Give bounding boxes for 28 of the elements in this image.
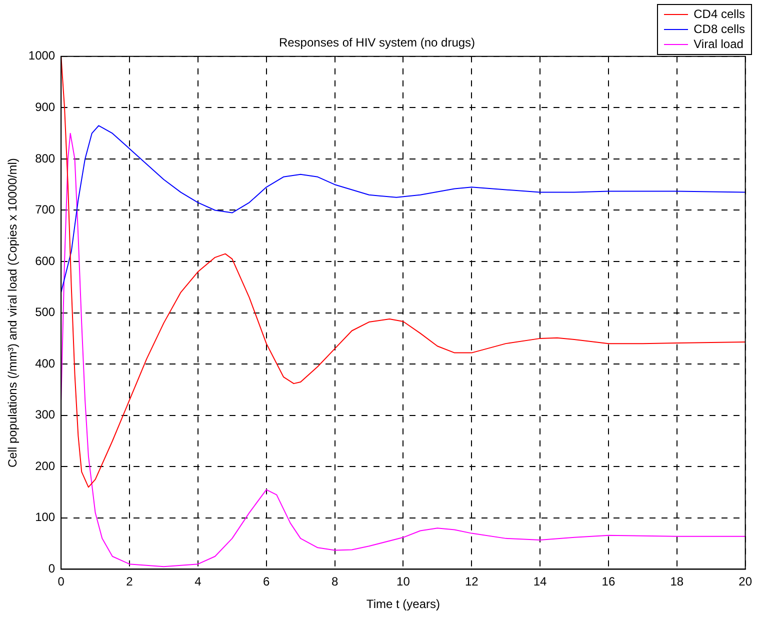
y-tick-label: 200	[35, 458, 56, 473]
y-tick-label: 300	[35, 408, 56, 422]
x-tick-label: 0	[58, 574, 65, 589]
x-tick-label: 6	[263, 574, 270, 589]
y-tick-label: 700	[35, 202, 56, 217]
y-tick-label: 600	[35, 254, 56, 268]
x-tick-label: 10	[396, 574, 410, 589]
x-tick-label: 20	[738, 574, 752, 589]
x-tick-label: 12	[464, 574, 479, 589]
x-tick-label: 2	[126, 574, 134, 589]
y-tick-label: 1000	[28, 48, 56, 63]
legend-label: CD4 cells	[694, 7, 745, 22]
x-tick-label: 18	[670, 574, 684, 589]
y-tick-label: 400	[35, 356, 56, 370]
x-axis-title: Time t (years)	[366, 597, 440, 612]
x-tick-label: 4	[194, 574, 202, 589]
y-tick-label: 100	[35, 510, 56, 524]
x-tick-label: 16	[602, 574, 616, 589]
y-tick-label: 800	[35, 151, 56, 166]
chart-title: Responses of HIV system (no drugs)	[278, 36, 476, 50]
legend-label: CD8 cells	[694, 22, 745, 37]
y-tick-label: 900	[35, 100, 56, 114]
y-tick-label: 0	[48, 562, 56, 576]
y-axis-title: Cell populations (/mm³) and viral load (Copies x 10000/ml)	[6, 158, 20, 468]
y-tick-label: 500	[35, 305, 56, 320]
x-tick-label: 8	[331, 574, 338, 589]
x-tick-label: 14	[533, 574, 548, 589]
legend-label: Viral load	[694, 37, 744, 52]
